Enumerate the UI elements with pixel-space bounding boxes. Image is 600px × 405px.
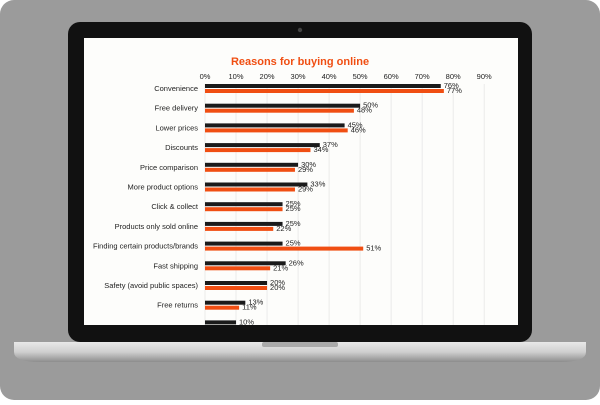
value-label: 11% <box>242 303 257 312</box>
category-label: Price comparison <box>140 163 198 172</box>
bar <box>205 167 295 172</box>
value-label: 34% <box>313 145 328 154</box>
value-label: 48% <box>357 106 372 115</box>
category-label: Free returns <box>157 301 198 310</box>
x-tick-label: 30% <box>291 72 306 81</box>
bar <box>205 281 268 285</box>
laptop-notch <box>262 342 338 347</box>
bar <box>205 286 268 290</box>
value-label: 33% <box>310 179 325 188</box>
bar <box>205 246 364 251</box>
x-tick-label: 60% <box>384 72 399 81</box>
x-tick-label: 80% <box>446 72 461 81</box>
category-label: Fast shipping <box>153 261 198 270</box>
bar <box>205 123 345 128</box>
bar <box>205 226 274 231</box>
value-label: 30% <box>301 160 316 169</box>
bar <box>205 108 354 113</box>
bar <box>205 162 299 167</box>
value-label: 29% <box>298 165 313 174</box>
bar <box>205 128 348 133</box>
category-label: More product options <box>128 182 199 191</box>
x-tick-label: 40% <box>322 72 337 81</box>
value-label: 22% <box>276 224 291 233</box>
value-label: 20% <box>270 283 285 292</box>
category-label: Convenience <box>154 84 198 93</box>
category-label: Free delivery <box>155 104 199 113</box>
x-tick-label: 70% <box>415 72 430 81</box>
value-label: 26% <box>289 258 304 267</box>
x-tick-label: 20% <box>260 72 275 81</box>
bar <box>205 202 283 207</box>
bar <box>205 241 283 246</box>
value-label: 77% <box>447 86 462 95</box>
value-label: 50% <box>363 101 378 110</box>
bar <box>205 103 361 108</box>
value-label: 13% <box>248 298 263 307</box>
bar <box>205 207 283 212</box>
category-label: Finding certain products/brands <box>93 242 198 251</box>
value-label: 51% <box>366 244 381 253</box>
value-label: 37% <box>323 140 338 149</box>
bar <box>205 84 441 88</box>
bar <box>205 300 246 305</box>
bar <box>205 182 308 187</box>
value-label: 21% <box>273 263 288 272</box>
value-label: 25% <box>286 219 301 228</box>
bar <box>205 187 295 192</box>
category-label: Safety (avoid public spaces) <box>104 281 198 290</box>
value-label: 46% <box>351 125 366 134</box>
value-label: 76% <box>444 81 459 90</box>
category-label: Click & collect <box>151 202 199 211</box>
bar <box>205 320 237 325</box>
category-label: Discounts <box>165 143 198 152</box>
camera <box>297 27 303 33</box>
bar <box>205 261 286 266</box>
category-label: Lower prices <box>155 123 198 132</box>
bar <box>205 221 283 226</box>
bar <box>205 148 311 153</box>
x-tick-label: 50% <box>353 72 368 81</box>
value-label: 29% <box>298 184 313 193</box>
bar <box>205 89 444 93</box>
value-label: 20% <box>270 278 285 287</box>
laptop-base <box>14 342 586 362</box>
bar <box>205 266 271 271</box>
chart: Reasons for buying online 0% 10% 20% 30% 40%… <box>93 56 492 326</box>
chart-title: Reasons for buying online <box>231 56 369 68</box>
bar <box>205 305 240 310</box>
value-label: 25% <box>286 199 301 208</box>
value-label: 25% <box>286 239 301 248</box>
category-label: Products only sold online <box>115 222 198 231</box>
bar <box>205 143 320 148</box>
value-label: 10% <box>239 317 254 326</box>
x-tick-label: 10% <box>229 72 244 81</box>
value-label: 45% <box>348 120 363 129</box>
x-tick-label: 0% <box>200 72 211 81</box>
x-tick-label: 90% <box>477 72 492 81</box>
value-label: 25% <box>286 204 301 213</box>
